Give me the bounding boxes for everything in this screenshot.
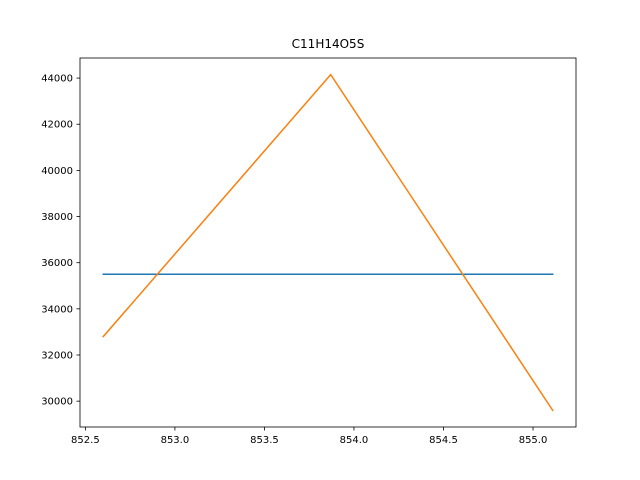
y-tick-label: 40000 [41,166,73,177]
x-tick-label: 855.0 [519,435,548,446]
x-tick-label: 853.0 [161,435,190,446]
y-tick-label: 38000 [41,212,73,223]
x-tick-label: 852.5 [71,435,100,446]
x-tick-label: 854.5 [429,435,458,446]
y-tick-label: 34000 [41,304,73,315]
chart-title: C11H14O5S [292,37,365,51]
y-tick-label: 32000 [41,351,73,362]
plot-area [102,73,554,412]
axes-frame [79,57,577,428]
series-line-2 [102,73,554,412]
y-tick-label: 42000 [41,120,73,131]
y-tick-label: 30000 [41,397,73,408]
x-tick-label: 854.0 [340,435,369,446]
y-tick-label: 36000 [41,258,73,269]
axes: 852.5 853.0 853.5 854.0 854.5 855.0 30000 32000… [41,57,577,446]
y-tick-label: 44000 [41,74,73,85]
x-tick-label: 853.5 [250,435,279,446]
